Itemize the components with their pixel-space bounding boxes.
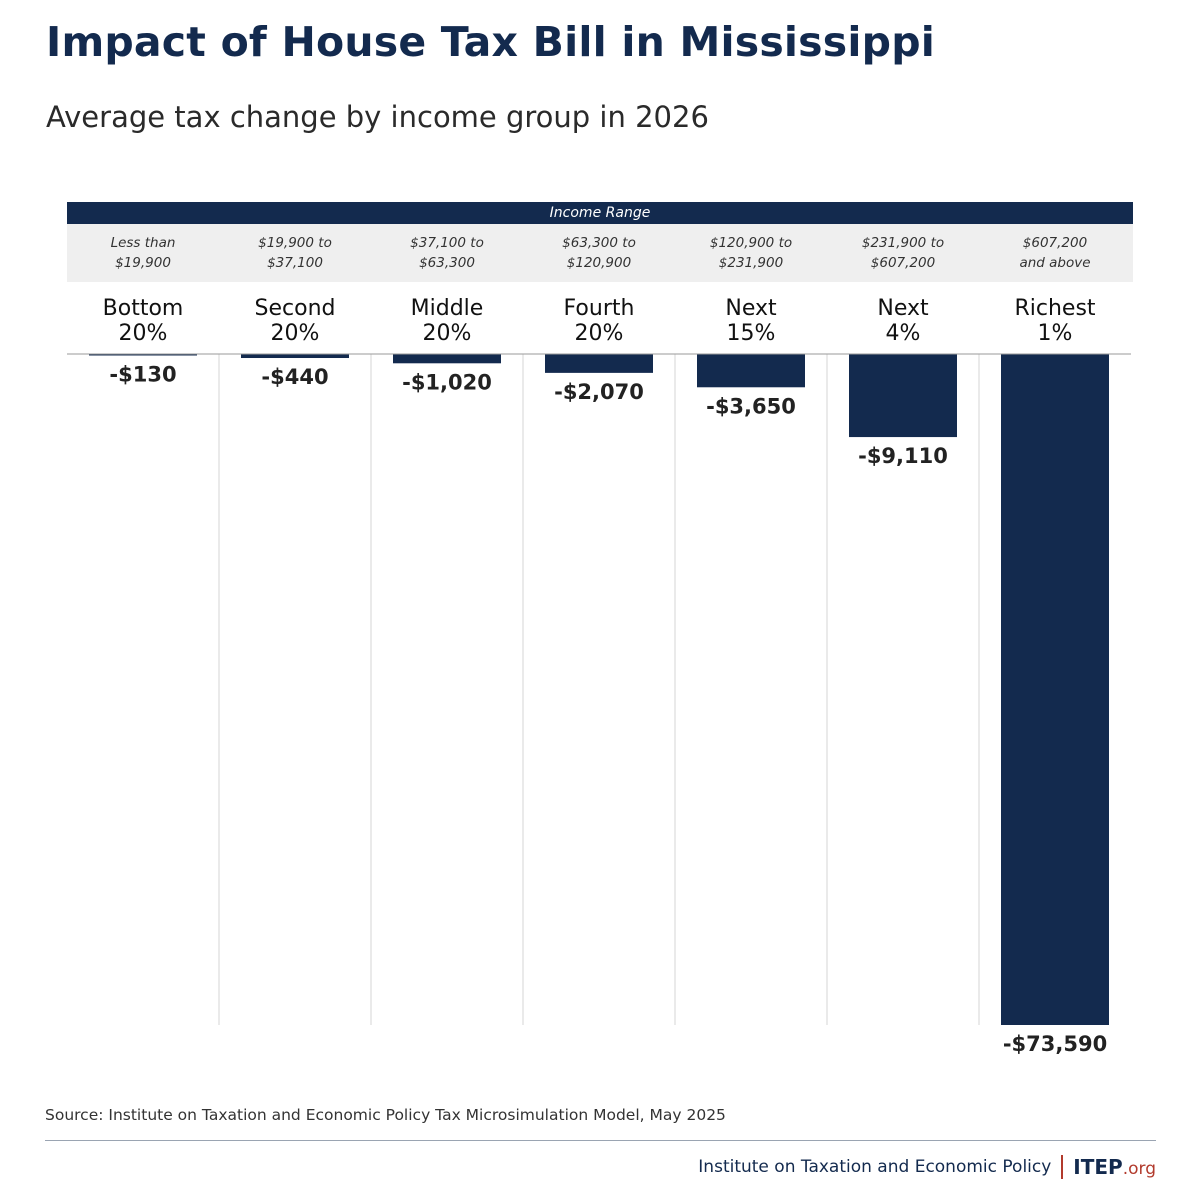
data-label: -$1,020 (402, 370, 492, 394)
income-range-label: $37,100 to $63,300 (410, 235, 484, 271)
income-range-label: $120,900 to $231,900 (709, 235, 793, 271)
source-note: Source: Institute on Taxation and Econom… (45, 1106, 726, 1124)
income-group-label: Second 20% (254, 296, 336, 346)
income-group-label: Bottom 20% (102, 296, 184, 346)
income-range-label: $19,900 to $37,100 (258, 235, 332, 271)
bar (1001, 354, 1109, 1025)
bar (393, 354, 501, 364)
chart-subtitle: Average tax change by income group in 20… (46, 100, 709, 134)
income-range-label: $231,900 to $607,200 (861, 235, 945, 271)
data-label: -$73,590 (1003, 1032, 1107, 1056)
income-range-label: $607,200 and above (1019, 235, 1091, 271)
footer-divider (45, 1140, 1156, 1141)
footer: Institute on Taxation and Economic Polic… (698, 1152, 1156, 1182)
data-label: -$130 (109, 363, 176, 387)
itep-logo-suffix: .org (1122, 1159, 1156, 1179)
income-group-label: Next 4% (877, 296, 929, 346)
itep-logo-main: ITEP (1073, 1155, 1123, 1179)
data-label: -$9,110 (858, 444, 948, 468)
bar (545, 354, 653, 373)
footer-separator (1061, 1155, 1064, 1179)
data-label: -$440 (261, 365, 328, 389)
itep-logo: ITEP.org (1073, 1155, 1156, 1179)
income-group-label: Middle 20% (410, 296, 484, 346)
data-label: -$2,070 (554, 380, 644, 404)
chart-title: Impact of House Tax Bill in Mississippi (46, 18, 935, 66)
income-group-label: Fourth 20% (563, 296, 635, 346)
footer-org-name: Institute on Taxation and Economic Polic… (698, 1157, 1052, 1177)
income-range-label: $63,300 to $120,900 (562, 235, 636, 271)
income-group-label: Next 15% (725, 296, 777, 346)
income-range-label: Less than $19,900 (110, 235, 176, 271)
bar (697, 354, 805, 388)
bar (89, 354, 197, 356)
income-group-label: Richest 1% (1014, 296, 1096, 346)
income-range-header: Income Range (67, 202, 1133, 224)
bar (241, 354, 349, 359)
data-label: -$3,650 (706, 394, 796, 418)
income-range-band (67, 224, 1133, 282)
bar (849, 354, 957, 438)
